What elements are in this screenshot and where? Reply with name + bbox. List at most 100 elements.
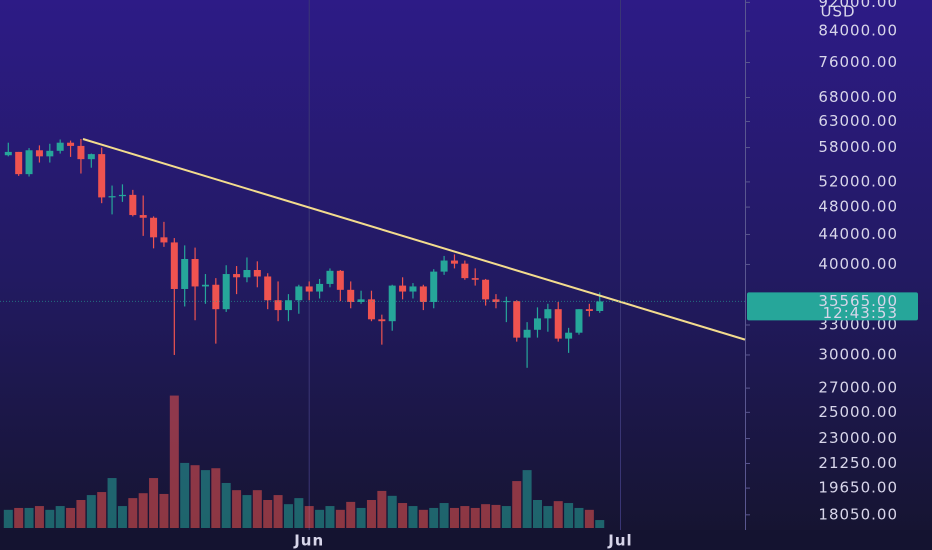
candle-body	[77, 145, 85, 160]
candle-body	[181, 258, 189, 289]
volume-bar	[429, 507, 439, 528]
volume-bar	[315, 509, 325, 528]
candle-body	[533, 318, 541, 330]
y-tick-label: 52000.00	[818, 172, 898, 190]
volume-bar	[159, 493, 169, 528]
volume-bar	[346, 501, 356, 528]
candle-body	[222, 274, 230, 310]
candle-body	[430, 271, 438, 303]
candle-body	[56, 142, 64, 151]
candle-body	[450, 260, 458, 264]
y-tick-label: 27000.00	[818, 379, 898, 397]
candle-body	[243, 270, 251, 278]
candle-body	[367, 299, 375, 320]
candle-body	[233, 274, 241, 278]
volume-bar	[283, 504, 293, 528]
candle-body	[46, 150, 54, 157]
x-tick-label: Jun	[293, 532, 324, 550]
y-tick-label: 18050.00	[818, 505, 898, 523]
volume-bar	[221, 482, 231, 528]
volume-bar	[128, 498, 138, 528]
volume-bar	[398, 503, 408, 528]
volume-bar	[377, 490, 387, 528]
volume-pane	[3, 395, 605, 528]
volume-bar	[449, 507, 459, 528]
y-tick-label: 84000.00	[818, 22, 898, 40]
candle-body	[191, 258, 199, 287]
price-axis: Jun Jul 92000.00 84000.00 76000.00 68000.00 63…	[293, 0, 918, 550]
candle-body	[502, 301, 510, 303]
y-tick-label: 40000.00	[818, 255, 898, 273]
volume-bar	[294, 498, 304, 528]
overlay	[0, 138, 746, 341]
volume-bar	[595, 520, 605, 528]
time-axis	[0, 530, 932, 550]
volume-bar	[325, 506, 335, 528]
grid	[308, 0, 621, 530]
candle-body	[316, 283, 324, 292]
y-tick-label: 25000.00	[818, 403, 898, 421]
candle-body	[347, 289, 355, 303]
candle-body	[212, 284, 220, 310]
y-tick-label: 19650.00	[818, 479, 898, 497]
candle-body	[544, 309, 552, 319]
candles	[4, 138, 604, 368]
candle-body	[419, 286, 427, 303]
candle-body	[15, 151, 23, 175]
candle-body	[596, 301, 604, 311]
candle-body	[67, 142, 75, 146]
candle-body	[440, 260, 448, 272]
candle-body	[264, 276, 272, 301]
currency-label: USD	[820, 3, 855, 21]
volume-bar	[470, 507, 480, 528]
y-tick-label: 21250.00	[818, 454, 898, 472]
y-tick-label: 44000.00	[818, 225, 898, 243]
candle-body	[399, 285, 407, 292]
volume-bar	[481, 504, 491, 528]
candle-body	[492, 299, 500, 303]
y-tick-label: 23000.00	[818, 429, 898, 447]
volume-bar	[263, 500, 273, 528]
candle-body	[170, 242, 178, 289]
candle-body	[118, 194, 126, 197]
volume-bar	[273, 495, 283, 528]
volume-bar	[439, 503, 449, 528]
candle-body	[471, 278, 479, 280]
volume-bar	[24, 507, 34, 528]
y-tick-label: 68000.00	[818, 88, 898, 106]
volume-bar	[418, 509, 428, 528]
candle-body	[284, 300, 292, 311]
trendline	[82, 138, 746, 341]
volume-bar	[138, 493, 148, 528]
candle-body	[253, 270, 261, 277]
volume-bar	[304, 506, 314, 528]
volume-bar	[169, 395, 179, 528]
y-tick-label: 48000.00	[818, 198, 898, 216]
candle-body	[305, 286, 313, 292]
candle-body	[482, 279, 490, 300]
volume-bar	[408, 506, 418, 528]
candle-body	[108, 196, 116, 198]
countdown-label: 12:43:53	[823, 304, 898, 322]
candle-body	[513, 301, 521, 338]
candle-body	[150, 217, 158, 238]
candle-body	[378, 319, 386, 322]
volume-bar	[45, 509, 55, 528]
y-tick-label: 30000.00	[818, 345, 898, 363]
last-price-box	[747, 292, 918, 321]
volume-bar	[55, 506, 65, 528]
volume-bar	[532, 500, 542, 528]
volume-bar	[491, 504, 501, 528]
volume-bar	[14, 507, 24, 528]
volume-bar	[356, 507, 366, 528]
candle-body	[295, 286, 303, 301]
volume-bar	[3, 509, 13, 528]
candle-body	[554, 309, 562, 339]
candle-body	[409, 286, 417, 292]
volume-bar	[242, 495, 252, 528]
volume-bar	[574, 507, 584, 528]
candle-body	[139, 215, 147, 218]
volume-bar	[335, 509, 345, 528]
volume-bar	[107, 478, 117, 528]
